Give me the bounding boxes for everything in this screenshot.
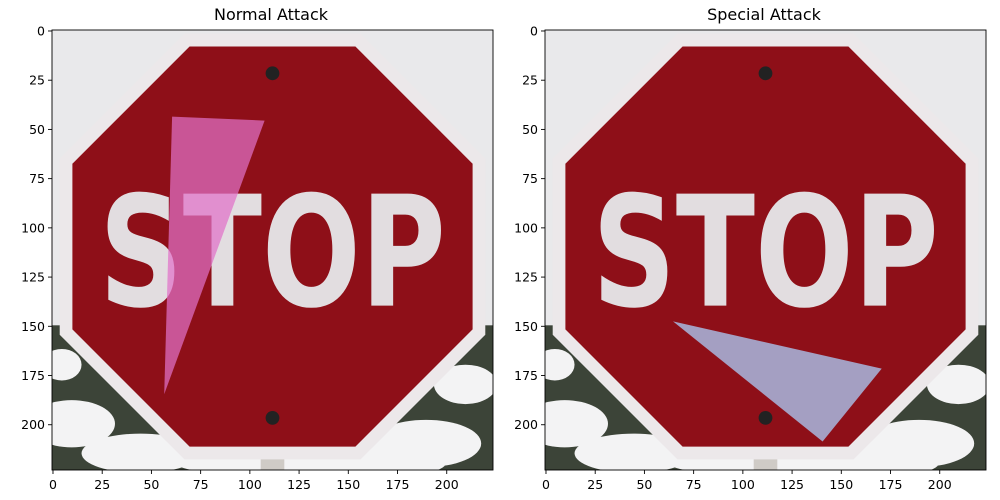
stop-sign-image: STOP [52, 30, 493, 470]
bolt [265, 66, 280, 81]
y-tick-label: 200 [514, 417, 538, 432]
attack-triangle [673, 321, 882, 442]
x-tick-label: 25 [94, 477, 110, 492]
x-tick-label: 100 [731, 477, 755, 492]
bolt [265, 410, 280, 425]
bolt [758, 66, 773, 81]
panel-title: Special Attack [707, 5, 822, 24]
x-tick-label: 125 [780, 477, 804, 492]
x-tick-label: 75 [686, 477, 702, 492]
y-tick-label: 150 [21, 319, 45, 334]
x-tick-label: 25 [587, 477, 603, 492]
y-axis: 0 25 50 75 100 125 150 175 200 [21, 23, 52, 432]
x-tick-label: 0 [49, 477, 57, 492]
stop-sign-image: STOP [545, 30, 986, 470]
y-tick-label: 150 [514, 319, 538, 334]
sign-face [565, 46, 966, 447]
x-axis: 0 25 50 75 100 125 150 175 200 [49, 470, 459, 492]
panel-special-attack: Special Attack STOP 0 25 50 75 100 125 150 175 2… [514, 5, 987, 492]
y-tick-label: 175 [514, 368, 538, 383]
snow-patch [926, 364, 986, 405]
attack-triangle [164, 116, 265, 395]
x-tick-label: 125 [287, 477, 311, 492]
x-tick-label: 150 [829, 477, 853, 492]
y-tick-label: 125 [21, 270, 45, 285]
bolt [758, 410, 773, 425]
y-tick-label: 100 [21, 220, 45, 235]
panel-title: Normal Attack [214, 5, 329, 24]
x-tick-label: 175 [879, 477, 903, 492]
snow-patch [52, 400, 115, 448]
y-tick-label: 175 [21, 368, 45, 383]
image-content: STOP [52, 30, 493, 470]
y-tick-label: 0 [530, 23, 538, 38]
y-tick-label: 75 [522, 171, 538, 186]
x-tick-label: 175 [386, 477, 410, 492]
x-tick-label: 50 [636, 477, 652, 492]
axes-frame [51, 29, 494, 471]
y-tick-label: 75 [29, 171, 45, 186]
snow-patch [545, 400, 608, 448]
snow-patch [52, 348, 82, 381]
axes-frame [544, 29, 987, 471]
x-tick-label: 150 [336, 477, 360, 492]
y-tick-label: 100 [514, 220, 538, 235]
y-tick-label: 25 [522, 73, 538, 88]
x-tick-label: 50 [143, 477, 159, 492]
y-tick-label: 200 [21, 417, 45, 432]
y-tick-label: 25 [29, 73, 45, 88]
y-tick-label: 50 [522, 122, 538, 137]
x-axis: 0 25 50 75 100 125 150 175 200 [542, 470, 952, 492]
snow-patch [433, 364, 493, 405]
y-tick-label: 0 [37, 23, 45, 38]
sign-lettering: STOP [592, 164, 939, 343]
image-content: STOP [545, 30, 986, 470]
x-tick-label: 200 [928, 477, 952, 492]
x-tick-label: 100 [238, 477, 262, 492]
snow-patch [545, 348, 575, 381]
x-tick-label: 200 [435, 477, 459, 492]
panel-normal-attack: Normal Attack STOP 0 25 50 75 100 125 150 175 20… [21, 5, 494, 492]
y-tick-label: 125 [514, 270, 538, 285]
sign-lettering: STOP [99, 164, 446, 343]
x-tick-label: 0 [542, 477, 550, 492]
y-axis: 0 25 50 75 100 125 150 175 200 [514, 23, 545, 432]
x-tick-label: 75 [193, 477, 209, 492]
y-tick-label: 50 [29, 122, 45, 137]
